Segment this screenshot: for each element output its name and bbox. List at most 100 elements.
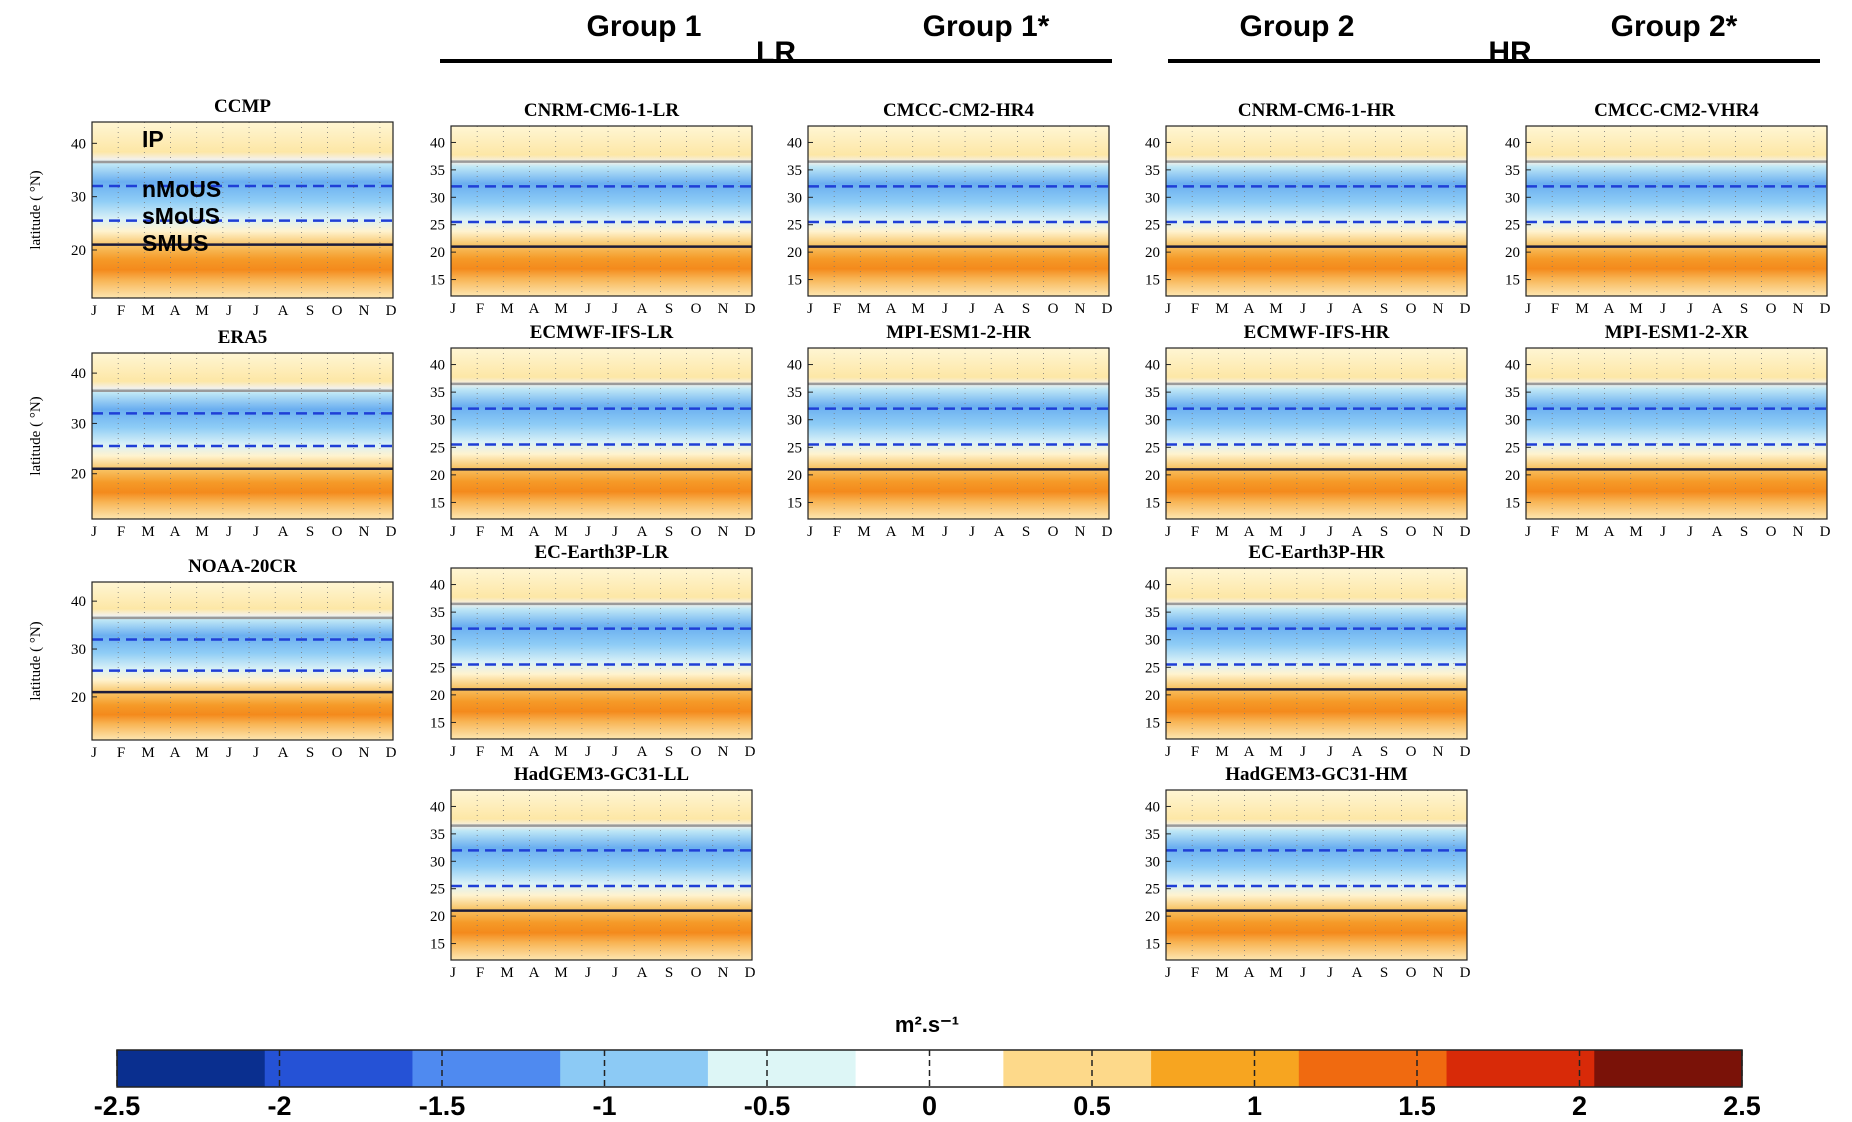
month-tick-label: M — [554, 965, 567, 981]
month-tick-label: F — [1551, 524, 1559, 540]
colorbar-segment — [1151, 1050, 1300, 1087]
ytick-label: 40 — [1145, 578, 1160, 594]
month-tick-label: N — [1075, 524, 1086, 540]
month-tick-label: A — [278, 303, 289, 319]
month-tick-label: J — [450, 965, 456, 981]
month-tick-label: N — [718, 301, 729, 317]
month-tick-label: N — [1793, 301, 1804, 317]
ytick-label: 30 — [1145, 190, 1160, 206]
ytick-label: 40 — [1145, 799, 1160, 815]
month-tick-label: S — [1022, 524, 1030, 540]
ylabel-latitude: latitude ( °N) — [28, 170, 44, 249]
month-tick-label: M — [554, 524, 567, 540]
month-tick-label: M — [195, 524, 208, 540]
panel-field — [451, 348, 752, 519]
month-tick-label: O — [332, 745, 343, 761]
month-tick-label: J — [1165, 524, 1171, 540]
group-1-star-title: Group 1* — [923, 10, 1050, 43]
month-tick-label: M — [1269, 524, 1282, 540]
ytick-label: 30 — [1505, 190, 1520, 206]
month-tick-label: M — [500, 744, 513, 760]
month-tick-label: S — [306, 303, 314, 319]
month-tick-label: S — [1740, 301, 1748, 317]
ytick-label: 35 — [1145, 163, 1160, 179]
panel-title-ccmp: CCMP — [214, 96, 271, 117]
month-tick-label: J — [1525, 524, 1531, 540]
panel-title-ec-earth3p-hr: EC-Earth3P-HR — [1248, 542, 1384, 563]
panel-frame — [1165, 125, 1468, 297]
region-label-ip: IP — [142, 126, 164, 152]
ytick-label: 15 — [1145, 937, 1160, 953]
month-tick-label: A — [529, 965, 540, 981]
month-tick-label: M — [141, 303, 154, 319]
panel-frame — [450, 789, 753, 961]
ytick-label: 15 — [787, 495, 802, 511]
month-tick-label: J — [585, 965, 591, 981]
month-tick-label: D — [386, 524, 397, 540]
month-tick-label: A — [1244, 965, 1255, 981]
panel-field — [1166, 348, 1467, 519]
month-tick-label: J — [1300, 965, 1306, 981]
month-tick-label: M — [1269, 965, 1282, 981]
ytick-label: 25 — [1145, 440, 1160, 456]
month-tick-label: O — [691, 744, 702, 760]
region-label-smous: sMoUS — [142, 203, 220, 229]
panel-frame — [807, 347, 1110, 520]
month-tick-label: O — [691, 301, 702, 317]
month-tick-label: A — [529, 744, 540, 760]
panel-title-noaa-20cr: NOAA-20CR — [188, 556, 297, 577]
month-tick-label: M — [911, 301, 924, 317]
panel-frame — [1525, 125, 1828, 297]
month-tick-label: M — [857, 524, 870, 540]
ytick-label: 30 — [430, 190, 445, 206]
ytick-label: 25 — [430, 660, 445, 676]
month-tick-label: A — [1244, 301, 1255, 317]
month-tick-label: D — [745, 965, 756, 981]
month-tick-label: A — [886, 301, 897, 317]
month-tick-label: J — [1165, 301, 1171, 317]
month-tick-label: J — [1327, 524, 1333, 540]
month-tick-label: J — [450, 524, 456, 540]
month-tick-label: J — [1687, 524, 1693, 540]
month-tick-label: J — [1660, 524, 1666, 540]
month-tick-label: M — [911, 524, 924, 540]
month-tick-label: J — [1165, 965, 1171, 981]
month-tick-label: M — [1269, 301, 1282, 317]
month-tick-label: A — [886, 524, 897, 540]
panel-title-cnrm-cm6-1-lr: CNRM-CM6-1-LR — [524, 100, 679, 121]
ytick-label: 20 — [430, 468, 445, 484]
month-tick-label: A — [1352, 965, 1363, 981]
panel-field — [1166, 126, 1467, 296]
ytick-label: 30 — [430, 413, 445, 429]
month-tick-label: D — [386, 745, 397, 761]
colorbar: -2.5 -2 -1.5 -1 -0.5 0 0.5 1 1.5 2 2.5 — [94, 1049, 1761, 1121]
month-tick-label: D — [1102, 524, 1113, 540]
month-tick-label: J — [612, 301, 618, 317]
month-tick-label: A — [994, 301, 1005, 317]
month-tick-label: A — [1712, 301, 1723, 317]
month-tick-label: A — [529, 524, 540, 540]
month-tick-label: N — [718, 965, 729, 981]
month-tick-label: A — [170, 745, 181, 761]
month-tick-label: M — [1629, 524, 1642, 540]
ytick-label: 20 — [430, 909, 445, 925]
month-tick-label: O — [1766, 524, 1777, 540]
ytick-label: 20 — [1145, 468, 1160, 484]
month-tick-label: A — [637, 965, 648, 981]
panel-field — [92, 122, 393, 298]
month-tick-label: F — [1551, 301, 1559, 317]
month-tick-label: M — [500, 301, 513, 317]
ytick-label: 35 — [430, 163, 445, 179]
month-tick-label: F — [476, 965, 484, 981]
ytick-label: 30 — [1505, 413, 1520, 429]
group-1-title: Group 1 — [586, 10, 701, 43]
colorbar-segment — [1003, 1050, 1152, 1087]
ytick-label: 40 — [787, 135, 802, 151]
month-tick-label: S — [665, 744, 673, 760]
month-tick-label: D — [1460, 524, 1471, 540]
region-label-nmous: nMoUS — [142, 176, 221, 202]
